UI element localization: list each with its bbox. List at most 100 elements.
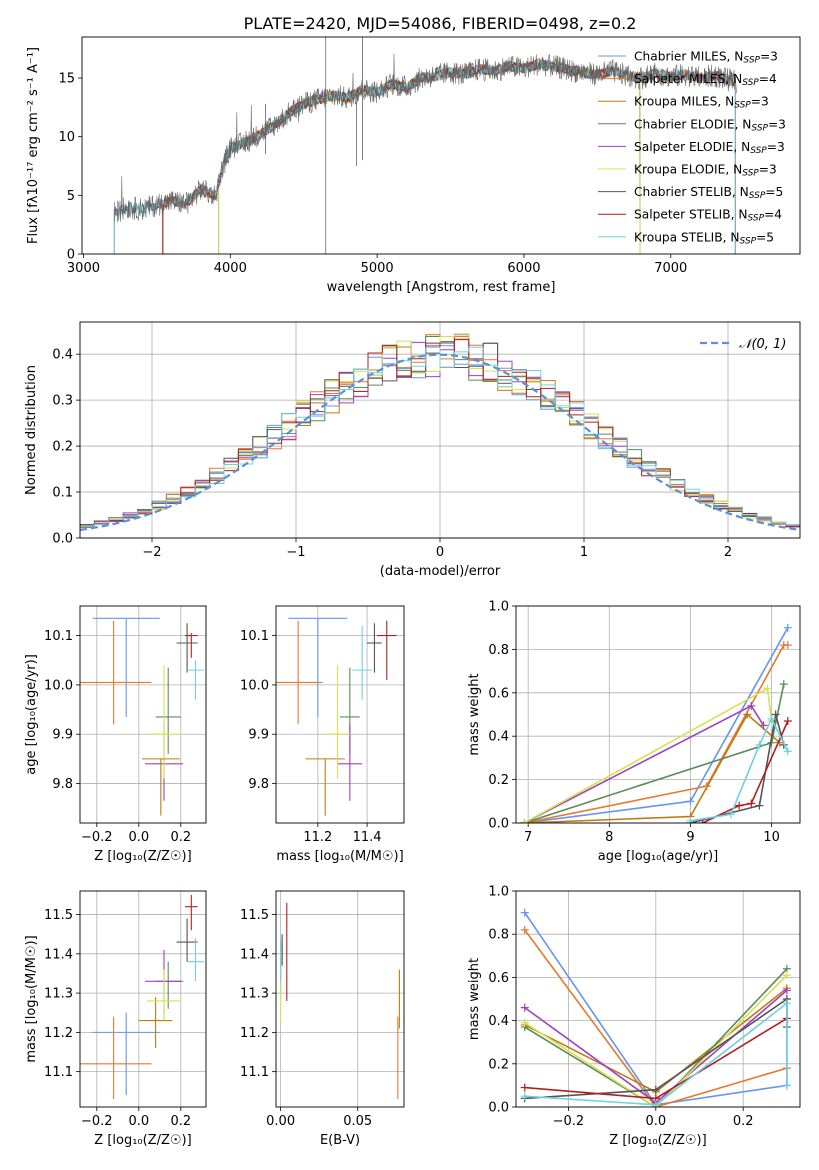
series-line [523, 627, 789, 823]
series-marker [747, 701, 756, 710]
legend-sub: SSP [747, 214, 764, 224]
errorbar-point [187, 660, 204, 700]
y-axis-label: age [log₁₀(age/yr)] [24, 654, 39, 775]
y-tick-label: 0.8 [488, 928, 509, 943]
y-tick-label: 11.2 [240, 1026, 269, 1041]
y-tick-label: 0.6 [488, 686, 509, 701]
series-line [690, 714, 785, 823]
errorbar-point [155, 667, 181, 754]
errorbar-point [367, 623, 382, 673]
y-tick-label: 10.1 [240, 629, 269, 644]
plot-area [80, 333, 800, 538]
x-axis-label: age [log₁₀(age/yr)] [598, 849, 719, 864]
errorbar-point [155, 961, 181, 1009]
series-marker [735, 801, 744, 810]
y-tick-label: 0.2 [488, 1057, 509, 1072]
series-marker [520, 1083, 529, 1092]
errorbar-point [325, 665, 350, 779]
figure-title: PLATE=2420, MJD=54086, FIBERID=0498, z=0… [244, 14, 637, 33]
grid [80, 606, 206, 823]
legend-sub: SSP [751, 124, 768, 134]
legend-suffix: =4 [759, 72, 777, 86]
y-tick-label: 15 [58, 72, 75, 87]
chart-mass_vs_EBV: 0.00 0.05 11.1 11.2 11.3 11.4 11.5 E(B-V) [240, 890, 405, 1148]
axes-frame [81, 36, 801, 255]
y-tick-label: 9.8 [248, 777, 269, 792]
series-line [524, 929, 788, 1107]
chart-residual_histogram: −2 −1 0 1 2 0.0 0.1 0.2 0.3 0.4 (data-model)/error… [24, 321, 801, 579]
y-tick-label: 0.3 [52, 394, 73, 409]
series-marker [779, 680, 788, 689]
series-marker [686, 797, 695, 806]
chart-massweight_vs_age: 7 8 9 10 0.0 0.2 0.4 0.6 0.8 1.0 age [log₁₀(age/yr… [467, 600, 801, 864]
legend-label: Chabrier STELIB, NSSP=5 [634, 185, 783, 201]
x-tick-label: −2 [142, 545, 161, 560]
y-tick-label: 0.4 [52, 348, 73, 363]
x-tick-label: −0.2 [81, 830, 113, 845]
y-tick-label: 11.1 [44, 1065, 73, 1080]
series-marker [783, 641, 792, 650]
series-marker [755, 801, 764, 810]
series-marker [520, 908, 529, 917]
legend-suffix: =3 [760, 50, 778, 64]
axes-frame [515, 890, 801, 1108]
y-tick-label: 10.0 [240, 678, 269, 693]
model-line [162, 59, 736, 254]
x-tick-label: 2 [724, 545, 732, 560]
series-marker [727, 810, 736, 819]
series-marker [520, 1018, 529, 1027]
y-axis-label: Normed distribution [24, 365, 39, 495]
series-marker [782, 971, 791, 980]
y-tick-label: 11.5 [240, 908, 269, 923]
x-axis-label: Z [log₁₀(Z/Z☉)] [94, 1133, 191, 1148]
series-marker [763, 684, 772, 693]
axes-frame [79, 321, 801, 539]
legend-suffix: =5 [756, 230, 774, 244]
legend-suffix: =3 [767, 140, 785, 154]
series-marker [651, 1100, 660, 1107]
x-tick-label: 0.2 [733, 1114, 754, 1129]
errorbar-point [352, 625, 372, 700]
errorbar-point [176, 623, 198, 673]
errorbar-point [376, 620, 397, 680]
histogram-steps [80, 346, 800, 538]
x-axis-label: Z [log₁₀(Z/Z☉)] [609, 1133, 706, 1148]
ticks: −0.2 0.0 0.2 0.0 0.2 0.4 0.6 0.8 1.0 [488, 885, 753, 1130]
y-tick-label: 10 [58, 130, 75, 145]
y-axis-label: mass weight [467, 673, 482, 755]
x-tick-label: 11.2 [303, 830, 332, 845]
errorbar-point [185, 894, 198, 931]
y-axis-label: Flux [fλ10⁻¹⁷ erg cm⁻² s⁻¹ A⁻¹] [26, 47, 41, 244]
legend-sub: SSP [743, 56, 760, 66]
x-tick-label: 8 [605, 830, 613, 845]
legend-label: Kroupa MILES, NSSP=3 [634, 95, 769, 111]
y-tick-label: 0.0 [488, 1101, 509, 1116]
x-tick-label: 0.2 [170, 830, 191, 845]
series-marker [783, 623, 792, 632]
legend-label: 𝒩(0, 1) [739, 337, 786, 352]
grid [276, 606, 404, 823]
legend-suffix: =4 [764, 208, 782, 222]
model-line [162, 58, 736, 254]
axes-frame [275, 605, 405, 824]
errorbar-point [337, 724, 363, 801]
series-line [702, 720, 789, 823]
y-tick-label: 11.1 [240, 1065, 269, 1080]
ticks: −2 −1 0 1 2 0.0 0.1 0.2 0.3 0.4 [52, 348, 732, 560]
series-marker [767, 714, 776, 723]
x-axis-label: (data-model)/error [380, 564, 501, 579]
x-tick-label: 7 [524, 830, 532, 845]
x-tick-label: 11.4 [353, 830, 382, 845]
y-tick-label: 0.8 [488, 643, 509, 658]
axes-frame [79, 605, 207, 824]
series-marker [783, 747, 792, 756]
ticks: −0.2 0.0 0.2 9.8 9.9 10.0 10.1 [44, 629, 191, 845]
ticks: −0.2 0.0 0.2 11.1 11.2 11.3 11.4 11.5 [44, 908, 191, 1129]
legend-label: Chabrier MILES, NSSP=3 [634, 50, 778, 66]
y-tick-label: 9.9 [52, 728, 73, 743]
errorbar-point [276, 620, 323, 725]
y-tick-label: 0.4 [488, 1014, 509, 1029]
series-marker [686, 816, 695, 823]
model-line [218, 58, 641, 254]
errorbar-point [80, 1016, 152, 1100]
